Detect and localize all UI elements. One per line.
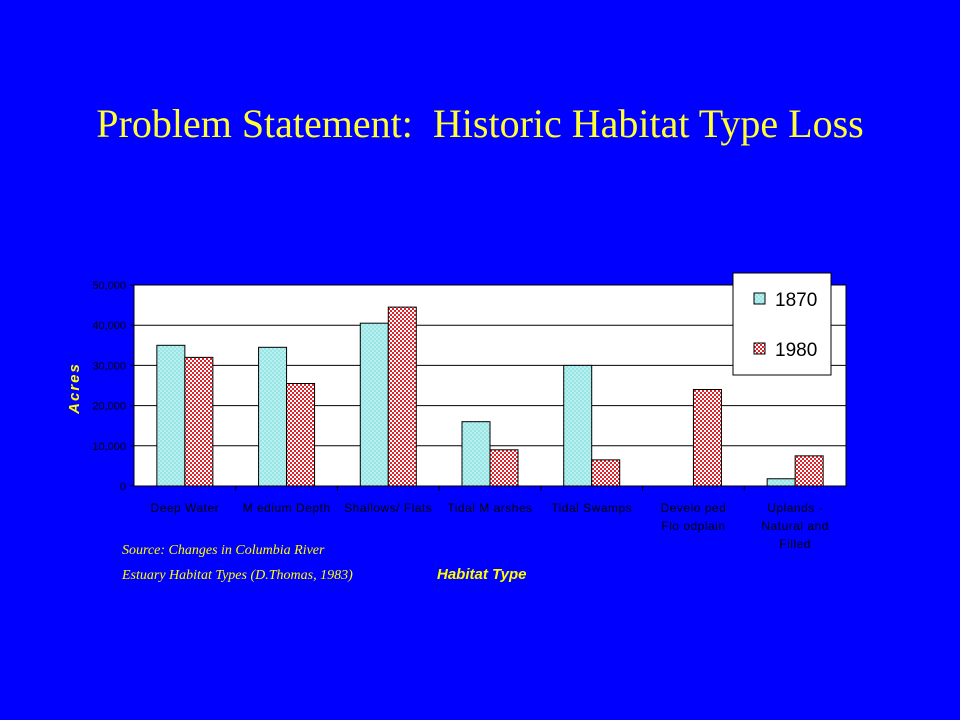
x-category-label: M edium Depth	[243, 501, 331, 515]
legend-box	[732, 272, 832, 376]
y-tick-label: 0	[120, 481, 126, 493]
bar-1980-7	[794, 455, 824, 487]
bar-1870-2	[258, 346, 288, 487]
bar-1870-7	[766, 478, 796, 487]
x-category-label: Shallows/ Flats	[344, 501, 432, 515]
y-tick-label: 40,000	[92, 320, 126, 332]
bar-1980-4	[489, 449, 519, 487]
y-ticks: 0 10,000 20,000 30,000 40,000 50,000	[92, 280, 134, 493]
slide-title: Problem Statement: Historic Habitat Type…	[96, 101, 864, 146]
bar-1870-5	[563, 364, 593, 487]
bar-1980-2	[286, 382, 316, 487]
bar-1980-5	[591, 459, 621, 487]
x-category-label: Deep Water	[151, 501, 220, 515]
x-category-label: Filled	[779, 537, 811, 551]
x-category-label: Tidal M arshes	[447, 501, 532, 515]
x-category-label: Flo odplain	[661, 519, 725, 533]
bar-1980-1	[184, 356, 214, 487]
legend-label-1870: 1870	[775, 290, 817, 311]
x-categories: Deep Water M edium Depth Shallows/ Flats Ti…	[151, 486, 829, 551]
x-category-label: Natural and	[761, 519, 829, 533]
x-category-label: Uplands -	[767, 501, 823, 515]
bar-1870-3	[359, 322, 389, 487]
legend: 1870 1980	[732, 272, 832, 376]
legend-swatch-1980	[753, 342, 766, 355]
y-tick-label: 10,000	[92, 441, 126, 453]
y-tick-label: 30,000	[92, 360, 126, 372]
y-axis-label: Acres	[66, 362, 83, 415]
x-category-label: Tidal Swamps	[551, 501, 632, 515]
source-line-2: Estuary Habitat Types (D.Thomas, 1983)	[121, 568, 353, 583]
y-tick-label: 50,000	[92, 280, 126, 292]
bars	[156, 306, 824, 487]
legend-label-1980: 1980	[775, 340, 817, 361]
legend-swatch-1870	[753, 292, 766, 305]
x-axis-label: Habitat Type	[437, 566, 526, 583]
x-category-label: Develo ped	[661, 501, 727, 515]
bar-1980-3	[387, 306, 417, 487]
y-tick-label: 20,000	[92, 401, 126, 413]
source-line-1: Source: Changes in Columbia River	[122, 543, 325, 558]
bar-1870-4	[461, 421, 491, 487]
bar-1870-1	[156, 344, 186, 487]
bar-1980-6	[692, 389, 722, 487]
